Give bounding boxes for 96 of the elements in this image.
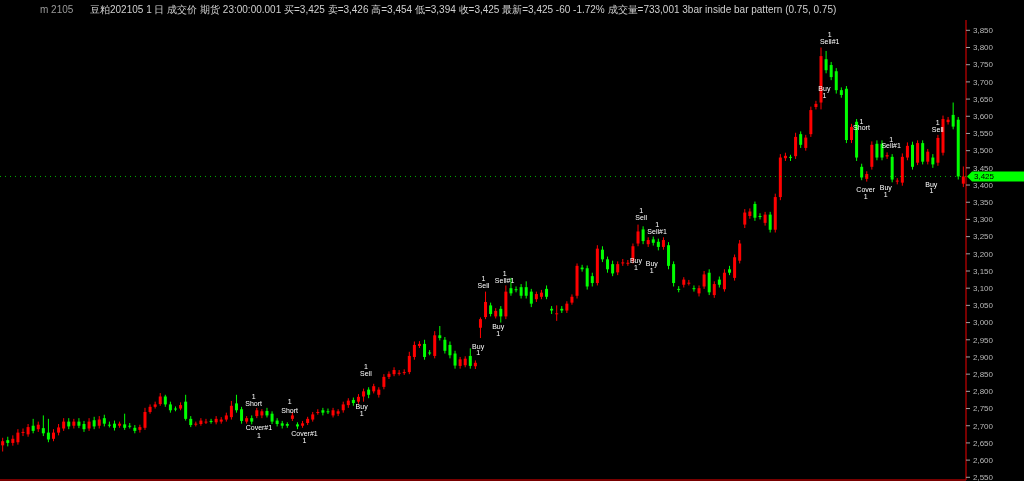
candlestick [829, 61, 833, 81]
candlestick [743, 208, 747, 229]
chart-title: m 2105 [40, 4, 74, 15]
y-tick-label: 3,650 [973, 94, 994, 104]
candlestick [82, 420, 86, 433]
candlestick [692, 284, 696, 293]
candlestick [672, 260, 676, 287]
candlestick [748, 207, 752, 220]
candlestick [824, 50, 828, 74]
candlestick [814, 100, 818, 110]
y-tick-label: 3,700 [973, 77, 994, 87]
ref-line-label: 3,425 [974, 172, 995, 182]
candlestick [585, 265, 589, 291]
candlestick [148, 403, 152, 415]
y-tick-label: 2,900 [973, 352, 994, 362]
y-tick-label: 3,150 [973, 266, 994, 276]
candlestick [921, 139, 925, 165]
y-tick-label: 3,050 [973, 301, 994, 311]
candlestick [753, 201, 757, 222]
y-tick-label: 3,500 [973, 146, 994, 156]
candlestick [423, 339, 427, 361]
y-tick-label: 3,300 [973, 215, 994, 225]
candlestick [768, 211, 772, 233]
y-tick-label: 3,550 [973, 129, 994, 139]
candlestick [911, 141, 914, 171]
candlestick [209, 418, 213, 425]
chart-subtitle: 豆粕202105 1 日 成交价 期货 23:00:00.001 买=3,425 卖=3,426 高=3,454 低=3,394 收=3,425 最新=3,425 -60 -1.72% 成交量=733,001 3bar inside bar pattern (0.75, 0.75) [90, 4, 837, 15]
y-tick-label: 2,550 [973, 473, 994, 481]
candlestick [758, 212, 762, 220]
candlestick [21, 427, 25, 437]
candlestick [850, 123, 854, 144]
y-tick-label: 3,800 [973, 43, 994, 53]
candlestick [555, 304, 559, 322]
y-tick-label: 3,450 [973, 163, 994, 173]
candlestick [707, 268, 711, 296]
candlestick [184, 394, 188, 422]
candlestick [687, 279, 691, 286]
candlestick [412, 340, 416, 361]
y-tick-label: 3,600 [973, 112, 994, 122]
candlestick [722, 268, 726, 293]
candlestick [260, 408, 264, 419]
candlestick [229, 400, 233, 421]
candlestick [667, 241, 671, 270]
y-tick-label: 3,200 [973, 249, 994, 259]
candlestick [321, 407, 325, 416]
candlestick [870, 140, 874, 171]
candlestick [326, 408, 330, 415]
y-tick-label: 3,250 [973, 232, 994, 242]
candlestick [794, 132, 798, 160]
candlestick [738, 239, 742, 264]
y-tick-label: 3,400 [973, 180, 994, 190]
candlestick [397, 369, 401, 377]
candlestick [514, 285, 518, 293]
candlestick [214, 415, 218, 425]
y-tick-label: 3,350 [973, 198, 994, 208]
y-tick-label: 3,750 [973, 60, 994, 70]
candlestick [636, 224, 640, 247]
candlestick [733, 254, 737, 282]
candlestick [484, 291, 488, 320]
candlestick [143, 407, 147, 431]
y-tick-label: 2,850 [973, 369, 994, 379]
candlestick [834, 67, 838, 95]
candlestick [961, 165, 965, 188]
y-tick-label: 2,600 [973, 455, 994, 465]
y-tick-label: 2,700 [973, 421, 994, 431]
candlestick [275, 417, 279, 427]
candlestick [16, 428, 20, 446]
candlestick [138, 424, 142, 434]
candlestick [77, 417, 81, 429]
candlestick [41, 414, 45, 437]
candlestick [529, 288, 533, 308]
candlestick [433, 330, 437, 359]
candlestick [626, 259, 630, 267]
candlestick [407, 351, 411, 375]
candlestick [697, 284, 701, 297]
candlestick [468, 347, 472, 370]
candlestick [265, 407, 269, 418]
candlestick [336, 408, 340, 417]
candlestick [875, 139, 879, 161]
y-tick-label: 2,950 [973, 335, 994, 345]
candlestick [885, 151, 889, 160]
candlestick [951, 102, 955, 130]
candlestick [392, 366, 396, 377]
candlestick [26, 423, 30, 438]
candlestick [199, 417, 203, 427]
candlestick [387, 370, 391, 380]
y-tick-label: 3,100 [973, 284, 994, 293]
candlestick [570, 293, 574, 306]
y-tick-label: 3,000 [973, 318, 994, 328]
candlestick [478, 316, 482, 339]
candlestick [204, 418, 208, 425]
y-tick-label: 2,800 [973, 387, 994, 397]
y-tick-label: 2,750 [973, 404, 994, 414]
y-tick-label: 3,850 [973, 26, 994, 36]
candlestick [916, 139, 920, 166]
y-tick-label: 2,650 [973, 438, 994, 448]
